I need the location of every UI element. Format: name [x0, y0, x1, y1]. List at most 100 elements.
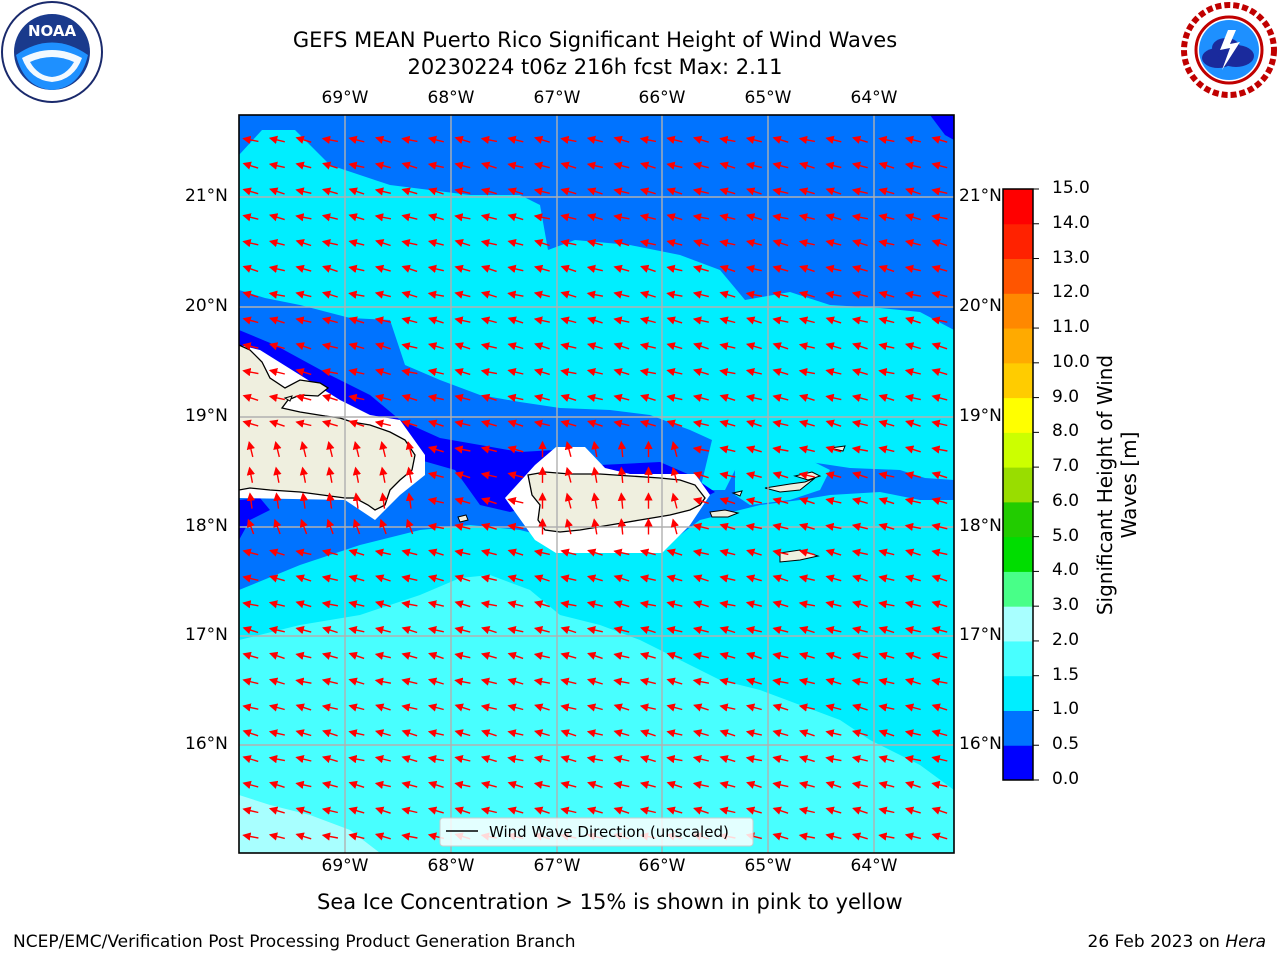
map-legend: Wind Wave Direction (unscaled) — [439, 817, 754, 847]
wave-direction-arrow — [931, 187, 948, 196]
wave-direction-arrow — [454, 135, 471, 144]
wave-direction-arrow — [560, 342, 577, 351]
wave-direction-arrow — [719, 497, 736, 506]
wave-direction-arrow — [931, 832, 948, 841]
wave-direction-arrow — [348, 548, 365, 557]
wave-direction-arrow — [617, 492, 627, 509]
wave-direction-arrow — [401, 419, 418, 428]
wave-direction-arrow — [454, 497, 471, 506]
colorbar-segment — [1003, 606, 1033, 642]
wave-direction-arrow — [931, 290, 948, 299]
wave-direction-arrow — [931, 651, 948, 660]
wave-direction-arrow — [242, 600, 259, 609]
wave-direction-arrow — [348, 161, 365, 170]
wave-direction-arrow — [428, 316, 444, 325]
colorbar-segment — [1003, 640, 1033, 677]
wave-direction-arrow — [798, 238, 815, 248]
wave-direction-arrow — [639, 651, 656, 660]
colorbar-segment — [1003, 223, 1033, 260]
wave-direction-arrow — [693, 703, 709, 712]
colorbar-segment — [1003, 328, 1033, 364]
wave-direction-arrow — [931, 677, 948, 686]
wave-direction-arrow — [719, 213, 736, 222]
wave-direction-arrow — [904, 574, 921, 583]
wave-direction-arrow — [878, 213, 895, 222]
wave-direction-arrow — [825, 316, 842, 325]
wave-direction-arrow — [401, 832, 418, 841]
wave-direction-arrow — [639, 342, 656, 351]
wave-direction-arrow — [719, 445, 736, 454]
wave-direction-arrow — [295, 239, 312, 248]
wave-direction-arrow — [772, 264, 789, 273]
wave-direction-arrow — [772, 703, 789, 712]
wave-direction-arrow — [931, 703, 948, 712]
wave-direction-arrow — [454, 393, 471, 402]
wave-direction-arrow — [348, 393, 365, 403]
wave-direction-arrow — [295, 213, 312, 222]
wave-direction-arrow — [352, 492, 362, 509]
wave-direction-arrow — [666, 651, 683, 660]
wave-direction-arrow — [878, 471, 895, 480]
wave-direction-arrow — [533, 626, 550, 635]
wave-direction-arrow — [666, 548, 683, 557]
wave-direction-arrow — [480, 548, 497, 557]
wave-direction-arrow — [242, 342, 259, 351]
wave-direction-arrow — [878, 135, 895, 145]
wave-direction-arrow — [719, 729, 736, 738]
noaa-logo-text: NOAA — [28, 22, 77, 40]
wave-direction-arrow — [825, 290, 842, 299]
wave-direction-arrow — [299, 440, 308, 458]
footer-credit: NCEP/EMC/Verification Post Processing Pr… — [13, 932, 576, 952]
wave-direction-arrow — [904, 290, 922, 299]
wave-direction-arrow — [904, 522, 922, 532]
wave-direction-arrow — [242, 806, 259, 815]
wave-direction-arrow — [242, 755, 259, 764]
colorbar-tick-label: 6.0 — [1052, 490, 1080, 511]
wave-direction-arrow — [322, 264, 338, 273]
wave-direction-arrow — [692, 780, 709, 790]
wave-direction-arrow — [666, 316, 683, 325]
wave-direction-arrow — [905, 780, 921, 789]
wave-direction-arrow — [507, 264, 524, 273]
wave-direction-arrow — [242, 187, 259, 196]
colorbar-tick-label: 1.5 — [1052, 664, 1080, 685]
wave-direction-arrow — [348, 264, 365, 273]
wave-direction-arrow — [745, 754, 763, 764]
wave-direction-arrow — [931, 239, 948, 248]
wave-direction-arrow — [379, 440, 388, 458]
wave-direction-arrow — [507, 600, 524, 609]
wave-direction-arrow — [825, 780, 842, 789]
wave-direction-arrow — [745, 367, 762, 377]
wave-direction-arrow — [401, 161, 418, 170]
wave-direction-arrow — [427, 600, 444, 609]
wave-direction-arrow — [904, 471, 921, 480]
wave-direction-arrow — [560, 574, 577, 583]
wave-direction-arrow — [693, 239, 709, 248]
wave-direction-arrow — [798, 651, 815, 660]
wave-direction-arrow — [931, 264, 948, 273]
wave-direction-arrow — [374, 780, 391, 790]
noaa-logo: NOAA — [1, 1, 103, 103]
wave-direction-arrow — [745, 445, 762, 454]
wave-direction-arrow — [348, 135, 365, 144]
wave-direction-arrow — [321, 600, 339, 609]
wave-direction-arrow — [878, 806, 895, 815]
wave-direction-arrow — [427, 496, 444, 506]
wave-direction-arrow — [480, 238, 497, 248]
wave-direction-arrow — [348, 754, 365, 764]
wave-direction-arrow — [242, 729, 259, 738]
wave-direction-arrow — [745, 239, 762, 248]
wave-direction-arrow — [533, 213, 551, 222]
wave-direction-arrow — [560, 393, 577, 402]
wave-direction-arrow — [268, 806, 285, 815]
wave-direction-arrow — [640, 393, 656, 402]
map-frame — [238, 114, 955, 854]
wave-direction-arrow — [798, 213, 815, 222]
wave-direction-arrow — [878, 600, 895, 609]
wave-direction-arrow — [295, 393, 312, 402]
wave-direction-arrow — [454, 290, 471, 299]
wave-direction-arrow — [825, 135, 842, 144]
wave-direction-arrow — [693, 342, 709, 351]
wave-direction-arrow — [533, 135, 550, 144]
